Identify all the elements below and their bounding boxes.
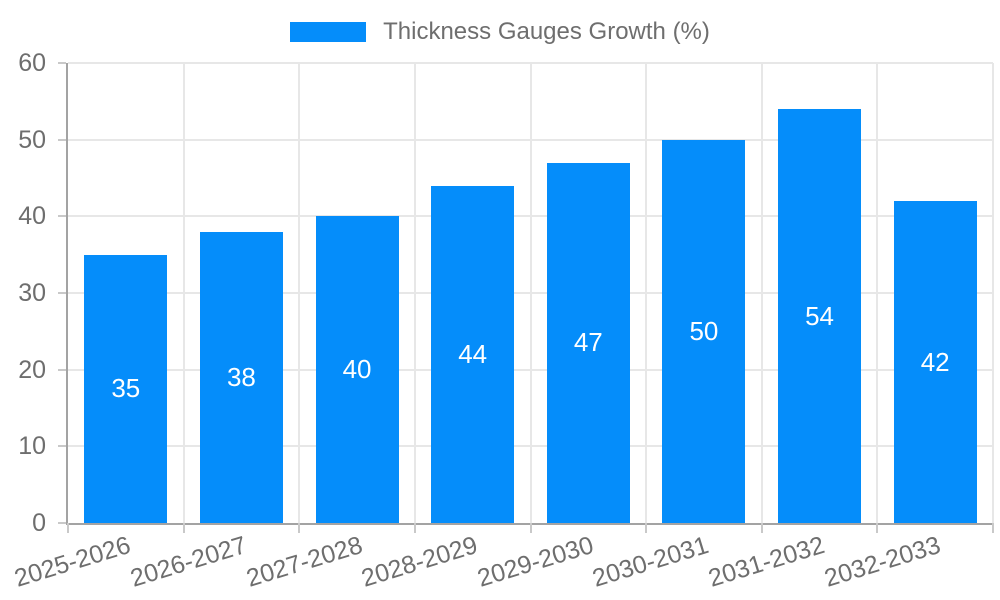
x-axis-tick-label: 2025-2026 (11, 531, 134, 593)
y-axis-tick-label: 40 (18, 202, 46, 231)
x-tick-mark (876, 523, 879, 533)
bar-value-label: 54 (805, 300, 835, 331)
y-axis-tick-label: 10 (18, 432, 46, 461)
y-axis-tick-label: 30 (18, 279, 46, 307)
v-gridline (992, 63, 994, 523)
bar-value-label: 35 (111, 373, 141, 404)
bar: 44 (431, 185, 515, 523)
x-tick-mark (992, 523, 994, 533)
legend-swatch-icon (290, 22, 367, 42)
v-gridline (413, 63, 416, 523)
v-gridline (182, 63, 185, 523)
y-tick-mark (58, 292, 66, 294)
bar: 54 (778, 109, 862, 523)
y-tick-mark (58, 445, 66, 448)
bar: 50 (662, 139, 746, 523)
bar: 35 (84, 254, 168, 523)
bar: 38 (199, 231, 283, 523)
x-tick-mark (529, 523, 532, 533)
bar: 40 (315, 216, 399, 523)
bar-value-label: 50 (689, 315, 719, 346)
x-axis-tick-label: 2029-2030 (473, 531, 597, 593)
y-tick-mark (58, 522, 66, 524)
x-tick-mark (298, 523, 301, 533)
x-axis-tick-label: 2031-2032 (705, 531, 828, 593)
legend: Thickness Gauges Growth (%) (0, 18, 1000, 46)
bar-value-label: 44 (458, 338, 488, 369)
x-tick-mark (67, 523, 69, 533)
bar-value-label: 40 (342, 354, 372, 385)
x-axis-tick-label: 2028-2029 (358, 531, 481, 593)
y-tick-mark (58, 215, 66, 218)
x-axis-tick-label: 2030-2031 (589, 531, 713, 593)
v-gridline (876, 63, 879, 523)
y-tick-mark (58, 62, 66, 64)
y-axis-tick-label: 0 (32, 509, 46, 537)
bar-value-label: 47 (573, 327, 603, 358)
v-gridline (529, 63, 532, 523)
bar-value-label: 38 (226, 361, 256, 392)
v-gridline (760, 63, 763, 523)
bar: 47 (546, 162, 630, 523)
bar-value-label: 42 (920, 346, 950, 377)
legend-label: Thickness Gauges Growth (%) (383, 18, 710, 45)
v-gridline (298, 63, 301, 523)
x-tick-mark (413, 523, 416, 533)
plot-area: 35 38 40 44 47 50 54 42 (58, 62, 994, 533)
x-axis-tick-label: 2027-2028 (242, 531, 366, 593)
x-axis-tick-label: 2026-2027 (127, 531, 250, 593)
x-tick-mark (645, 523, 648, 533)
v-gridline (645, 63, 648, 523)
x-tick-mark (182, 523, 185, 533)
bar: 42 (893, 201, 977, 523)
x-axis-tick-label: 2032-2033 (820, 531, 944, 593)
x-tick-mark (760, 523, 763, 533)
y-axis-tick-label: 60 (18, 49, 46, 77)
y-tick-mark (58, 138, 66, 141)
y-axis-tick-label: 50 (18, 125, 46, 154)
legend-item[interactable]: Thickness Gauges Growth (%) (290, 18, 710, 46)
y-axis-tick-label: 20 (18, 355, 46, 384)
y-tick-mark (58, 368, 66, 371)
